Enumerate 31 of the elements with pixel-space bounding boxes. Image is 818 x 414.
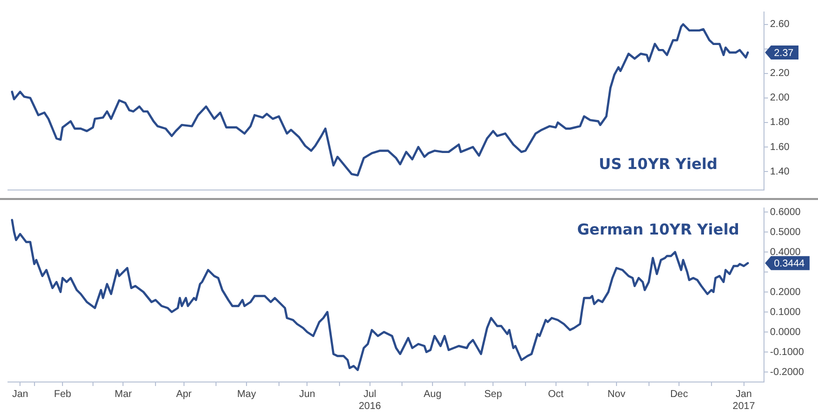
- x-tick-label: Mar: [114, 388, 132, 400]
- x-tick-label: Jul 2016: [358, 388, 382, 412]
- y-tick-label: 1.80: [770, 117, 790, 128]
- y-tick-label: 0.2000: [770, 286, 802, 298]
- x-tick-label: Sep: [484, 388, 502, 400]
- x-tick-label: Oct: [548, 388, 564, 400]
- y-tick-label: 0.0000: [770, 326, 802, 338]
- y-tick-label: 0.6000: [770, 206, 802, 218]
- x-tick-label: Feb: [54, 388, 72, 400]
- x-tick-label: Jan 2017: [732, 388, 756, 412]
- x-tick-label: Dec: [670, 388, 688, 400]
- y-tick-label: 0.1000: [770, 306, 802, 318]
- x-tick-label: May: [237, 388, 256, 400]
- text: US 10YR Yield: [598, 154, 718, 173]
- y-tick-label: 2.00: [770, 92, 790, 104]
- y-tick-label: 2.20: [770, 68, 790, 80]
- x-tick-label: Apr: [176, 388, 192, 400]
- y-tick-label: 0.5000: [770, 226, 802, 238]
- annotation: 2.37: [774, 48, 794, 59]
- x-tick-label: Jun: [299, 388, 316, 400]
- x-tick-label: Nov: [608, 388, 626, 400]
- x-tick-label: Aug: [424, 388, 442, 400]
- annotation: 0.3444: [774, 258, 806, 270]
- x-tick-label: Jan: [12, 388, 28, 400]
- y-tick-label: -0.1000: [770, 346, 804, 358]
- y-tick-label: 1.60: [770, 142, 790, 153]
- y-tick-label: 0.4000: [770, 246, 802, 258]
- y-tick-label: 2.60: [770, 19, 790, 30]
- y-tick-label: 1.40: [770, 166, 790, 178]
- y-tick-label: -0.2000: [770, 366, 804, 378]
- series-label: German 10YR Yield: [577, 220, 740, 239]
